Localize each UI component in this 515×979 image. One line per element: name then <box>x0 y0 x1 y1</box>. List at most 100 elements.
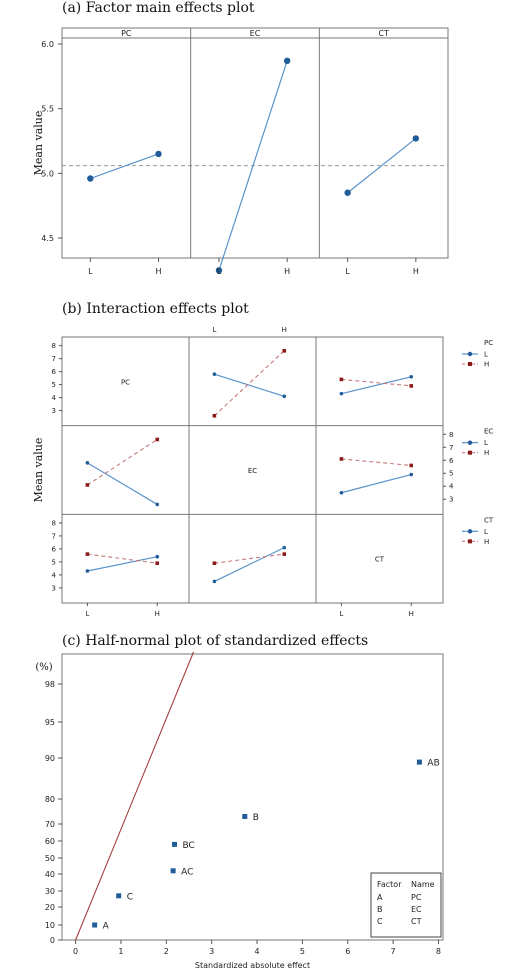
y-tick-label: 4 <box>52 394 57 402</box>
interaction-line-H <box>214 350 285 417</box>
y-tick-label: 95 <box>45 718 55 727</box>
legend-marker-H <box>468 362 472 366</box>
y-tick-label: 7 <box>52 355 56 363</box>
interaction-line-H <box>87 439 158 486</box>
interaction-point-H <box>212 561 217 566</box>
interaction-line-H <box>214 553 285 564</box>
y-tick-label: 10 <box>45 921 55 930</box>
y-tick-label: 30 <box>45 887 55 896</box>
x-tick-label: L <box>88 267 93 276</box>
interaction-line-L <box>87 556 158 572</box>
y-tick-label: 8 <box>52 342 56 350</box>
y-tick-label: 4 <box>52 571 57 579</box>
interaction-line-L <box>87 462 158 505</box>
y-tick-label: 98 <box>45 680 55 689</box>
x-tick-label: 1 <box>118 947 123 956</box>
top-x-tick-label: L <box>212 326 216 334</box>
legend-label-L: L <box>484 439 488 447</box>
legend-label-L: L <box>484 528 488 536</box>
interaction-point-L <box>409 472 414 477</box>
y-tick-label: 3 <box>52 407 56 415</box>
legend-label-H: H <box>484 449 489 457</box>
main-effect-point <box>344 189 351 196</box>
x-tick-label: H <box>409 610 414 618</box>
interaction-point-H <box>409 463 414 468</box>
x-tick-label: L <box>85 610 89 618</box>
y-axis-label: (%) <box>35 662 52 673</box>
interaction-point-H <box>339 457 344 461</box>
plot-frame <box>61 27 449 259</box>
diagonal-factor-label: CT <box>375 556 385 564</box>
effect-point <box>416 759 422 765</box>
right-y-tick-label: 5 <box>449 470 453 478</box>
legend-marker-L <box>467 351 473 357</box>
interaction-point-L <box>85 461 90 465</box>
interaction-point-H <box>282 552 287 556</box>
right-y-tick-label: 6 <box>449 457 454 465</box>
interaction-point-L <box>339 391 344 396</box>
y-tick-label: 60 <box>45 837 55 846</box>
y-tick-label: 70 <box>45 820 55 829</box>
y-tick-label: 20 <box>45 903 55 912</box>
interaction-point-H <box>212 413 217 418</box>
y-tick-label: 5.5 <box>41 105 54 114</box>
main-effect-point <box>412 135 420 142</box>
x-tick-label: L <box>345 267 350 276</box>
interaction-line-H <box>87 553 158 564</box>
y-tick-label: 50 <box>45 854 55 863</box>
y-axis-label: Mean value <box>32 111 45 176</box>
y-tick-label: 3 <box>52 584 56 592</box>
y-tick-label: 40 <box>45 870 55 879</box>
x-axis-label: Standardized absolute effect <box>195 961 310 970</box>
main-effect-line <box>218 60 288 271</box>
x-tick-label: 2 <box>164 947 169 956</box>
interaction-point-H <box>282 348 287 353</box>
legend-factor-code: B <box>377 905 383 914</box>
y-tick-label: 80 <box>45 795 55 804</box>
interaction-line-L <box>214 373 285 397</box>
right-y-tick-label: 3 <box>449 496 453 504</box>
interaction-point-L <box>212 579 217 584</box>
y-tick-label: 5 <box>52 381 56 389</box>
x-tick-label: 4 <box>254 947 259 956</box>
panel-label: PC <box>121 29 132 38</box>
y-tick-label: 8 <box>52 519 56 527</box>
interaction-point-L <box>212 372 217 376</box>
interaction-line-L <box>341 376 412 395</box>
effect-point <box>92 922 98 928</box>
effect-point <box>170 868 176 874</box>
effect-label: AC <box>181 867 193 877</box>
effect-point <box>171 841 177 847</box>
right-y-tick-label: 8 <box>449 431 453 439</box>
main-effect-line <box>90 153 159 180</box>
y-tick-label: 5 <box>52 558 56 566</box>
legend-marker-L <box>467 529 473 534</box>
y-tick-label: 6.0 <box>41 40 54 49</box>
legend-label-L: L <box>484 351 488 359</box>
interaction-point-L <box>282 545 287 550</box>
interaction-point-H <box>339 377 344 382</box>
effect-label: B <box>253 813 259 823</box>
x-tick-label: 5 <box>300 947 305 956</box>
y-tick-label: 90 <box>45 754 55 763</box>
legend-factor-name: PC <box>411 893 422 902</box>
x-tick-label: L <box>339 610 343 618</box>
legend-marker-L <box>467 440 473 445</box>
effect-label: AB <box>427 759 439 769</box>
interaction-point-L <box>85 569 90 573</box>
x-tick-label: 7 <box>391 947 396 956</box>
effect-point <box>116 893 122 899</box>
effect-label: BC <box>182 841 194 851</box>
effect-point <box>242 814 248 819</box>
x-tick-label: H <box>155 267 161 276</box>
legend-factor-code: A <box>377 893 383 902</box>
reference-fit-line <box>75 651 194 941</box>
y-tick-label: 5.0 <box>41 169 54 178</box>
interaction-line-L <box>214 547 285 582</box>
legend-factor-code: C <box>377 917 383 926</box>
main-effects-chart: 6.0 5.5 5.0 4.5 Mean value PC L H EC L H CT L H <box>32 27 449 276</box>
legend-header-name: Name <box>411 880 435 889</box>
main-effect-point <box>155 150 162 158</box>
interaction-point-L <box>155 502 160 507</box>
